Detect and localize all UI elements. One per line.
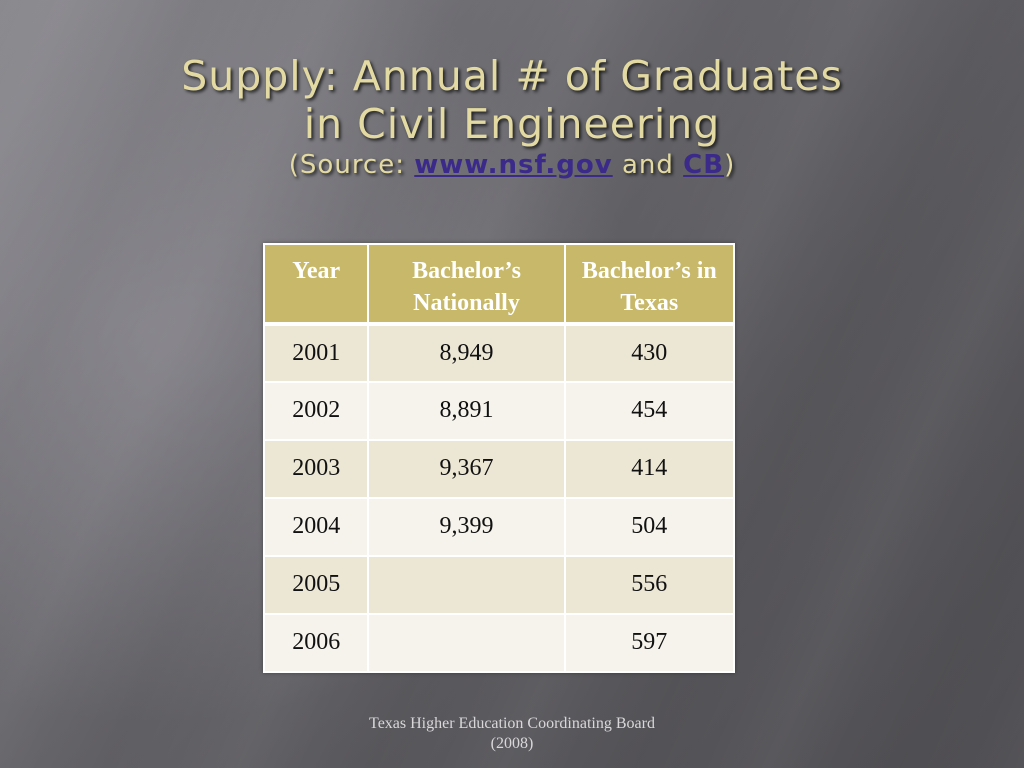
cell-national: 9,399	[367, 497, 566, 557]
header-national: Bachelor’s Nationally	[367, 243, 566, 325]
cell-texas: 454	[563, 381, 736, 441]
source-close: )	[724, 150, 736, 180]
table-row: 2003 9,367 414	[262, 439, 736, 499]
nsf-link[interactable]: www.nsf.gov	[414, 150, 613, 180]
cell-texas: 430	[563, 323, 736, 383]
cell-year: 2003	[262, 439, 370, 499]
cell-year: 2005	[262, 555, 370, 615]
table-row: 2004 9,399 504	[262, 497, 736, 557]
table-row: 2005 556	[262, 555, 736, 615]
cb-link[interactable]: CB	[683, 150, 725, 180]
graduates-table: Year Bachelor’s Nationally Bachelor’s in…	[262, 243, 736, 673]
cell-national: 8,949	[367, 323, 566, 383]
title-line-1: Supply: Annual # of Graduates	[181, 52, 843, 100]
title-source: (Source: www.nsf.gov and CB)	[0, 148, 1024, 182]
table-row: 2002 8,891 454	[262, 381, 736, 441]
table-header-row: Year Bachelor’s Nationally Bachelor’s in…	[262, 243, 736, 325]
table-row: 2006 597	[262, 613, 736, 673]
cell-texas: 414	[563, 439, 736, 499]
table-row: 2001 8,949 430	[262, 323, 736, 383]
header-texas: Bachelor’s in Texas	[563, 243, 736, 325]
cell-national: 9,367	[367, 439, 566, 499]
cell-year: 2002	[262, 381, 370, 441]
cell-national: 8,891	[367, 381, 566, 441]
source-open: (Source:	[288, 150, 415, 180]
cell-year: 2004	[262, 497, 370, 557]
cell-year: 2006	[262, 613, 370, 673]
slide-title: Supply: Annual # of Graduates in Civil E…	[0, 52, 1024, 182]
source-and: and	[612, 150, 684, 180]
title-line-2: in Civil Engineering	[303, 100, 721, 148]
slide-footer: Texas Higher Education Coordinating Boar…	[369, 715, 655, 752]
cell-year: 2001	[262, 323, 370, 383]
cell-texas: 556	[563, 555, 736, 615]
cell-national	[367, 613, 566, 673]
cell-texas: 597	[563, 613, 736, 673]
cell-texas: 504	[563, 497, 736, 557]
cell-national	[367, 555, 566, 615]
header-year: Year	[262, 243, 370, 325]
